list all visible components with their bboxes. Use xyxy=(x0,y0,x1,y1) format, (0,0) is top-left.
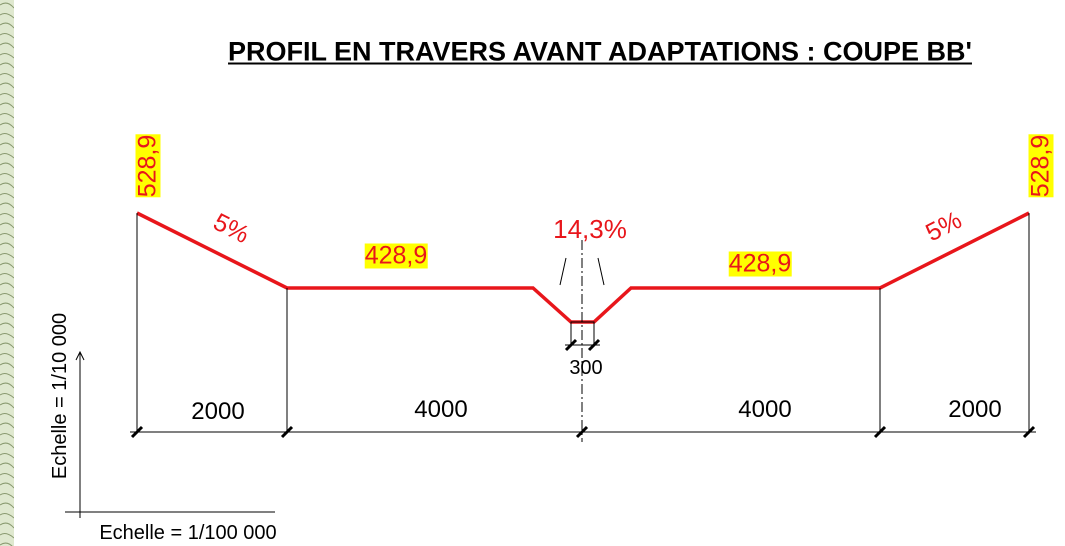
slope-label: 14,3% xyxy=(553,216,627,242)
scale-axes xyxy=(65,352,275,518)
dimension-lines xyxy=(130,213,1036,442)
dimension-label: 2000 xyxy=(191,400,244,424)
dimension-ticks xyxy=(132,340,1034,437)
map-strip xyxy=(0,0,14,546)
elevation-label: 528,9 xyxy=(1029,135,1054,198)
dimension-label: 2000 xyxy=(948,398,1001,422)
title: PROFIL EN TRAVERS AVANT ADAPTATIONS : CO… xyxy=(228,39,972,66)
elevation-label: 528,9 xyxy=(136,135,161,198)
dimension-label: 4000 xyxy=(738,398,791,422)
scale-label: Echelle = 1/100 000 xyxy=(99,523,276,543)
elevation-label: 428,9 xyxy=(365,244,428,269)
page: PROFIL EN TRAVERS AVANT ADAPTATIONS : CO… xyxy=(0,0,1065,546)
dimension-label: 4000 xyxy=(414,398,467,422)
dimension-label: 300 xyxy=(569,358,602,378)
scale-label: Echelle = 1/10 000 xyxy=(50,313,70,479)
drawing xyxy=(0,0,1065,546)
elevation-label: 428,9 xyxy=(729,252,792,277)
